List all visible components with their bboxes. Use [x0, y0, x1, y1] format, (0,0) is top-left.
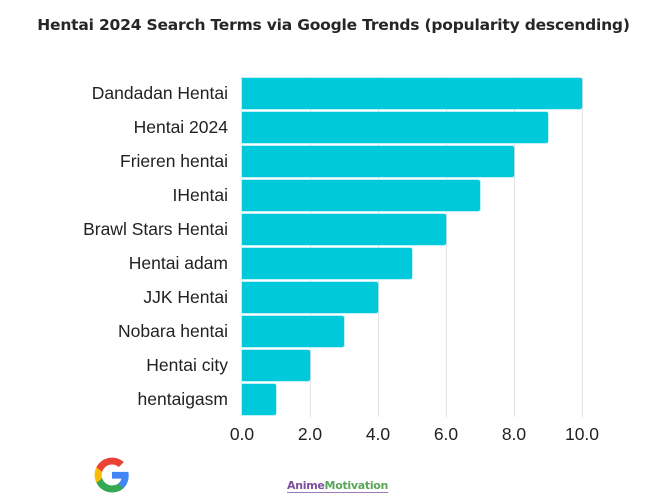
- plot-area: [242, 77, 583, 417]
- bar: [242, 214, 446, 245]
- bar-row: [242, 315, 582, 349]
- category-label: Hentai 2024: [133, 117, 228, 137]
- bar: [242, 146, 514, 177]
- bar: [242, 316, 344, 347]
- bar: [242, 248, 412, 279]
- bar-row: [242, 349, 582, 383]
- bar-row: [242, 213, 582, 247]
- gridline: [514, 77, 515, 417]
- bar-row: [242, 383, 582, 417]
- category-label: IHentai: [172, 185, 228, 205]
- x-tick-label: 0.0: [229, 424, 255, 444]
- bar: [242, 350, 310, 381]
- gridline: [446, 77, 447, 417]
- gridline: [310, 77, 311, 417]
- bar-row: [242, 281, 582, 315]
- gridline: [582, 77, 583, 417]
- bar: [242, 180, 480, 211]
- chart-title: Hentai 2024 Search Terms via Google Tren…: [37, 16, 630, 34]
- gridline: [378, 77, 379, 417]
- category-label: Hentai city: [146, 355, 228, 375]
- category-label: Brawl Stars Hentai: [83, 219, 228, 239]
- bar: [242, 78, 582, 109]
- bar-row: [242, 179, 582, 213]
- bar-row: [242, 111, 582, 145]
- bar: [242, 282, 378, 313]
- x-tick-label: 6.0: [433, 424, 459, 444]
- bar: [242, 112, 548, 143]
- anime-motivation-watermark: AnimeMotivation: [287, 479, 389, 493]
- x-tick-label: 10.0: [564, 424, 600, 444]
- x-tick-label: 8.0: [501, 424, 527, 444]
- bar-row: [242, 145, 582, 179]
- x-tick-label: 4.0: [365, 424, 391, 444]
- bar-row: [242, 247, 582, 281]
- category-label: Hentai adam: [128, 253, 228, 273]
- bar-row: [242, 77, 582, 111]
- x-tick-label: 2.0: [297, 424, 323, 444]
- category-label: Frieren hentai: [120, 151, 228, 171]
- category-label: JJK Hentai: [143, 287, 228, 307]
- google-logo-icon: [94, 457, 129, 493]
- category-label: Dandadan Hentai: [91, 83, 228, 103]
- category-label: Nobara hentai: [118, 321, 228, 341]
- category-label: hentaigasm: [137, 389, 228, 409]
- bar: [242, 384, 276, 415]
